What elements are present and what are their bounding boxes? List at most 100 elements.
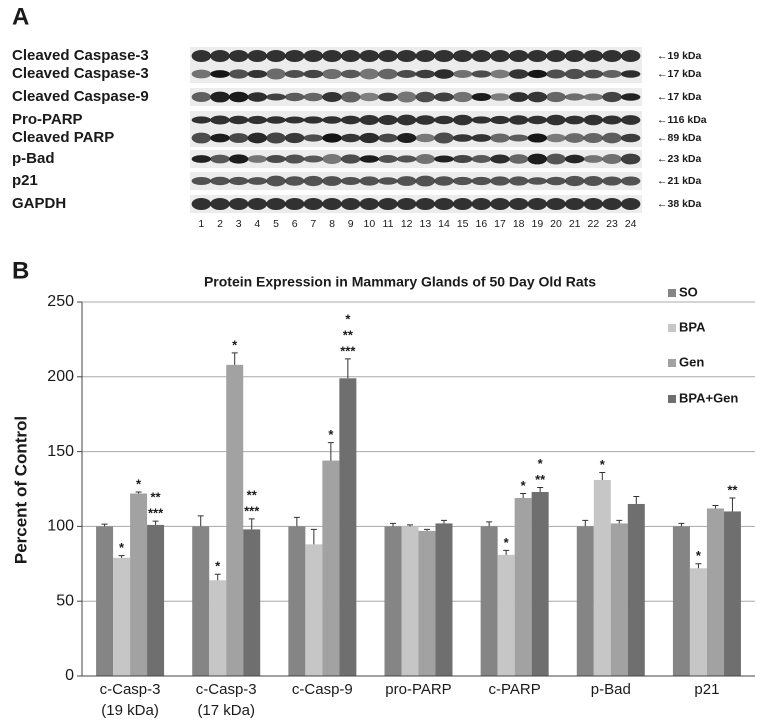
blot-band — [434, 198, 453, 210]
blot-band — [210, 116, 229, 125]
bar — [515, 498, 532, 676]
x-tick-label: (19 kDa) — [101, 702, 159, 719]
blot-band — [490, 50, 509, 62]
blot-band — [341, 116, 360, 125]
blot-band — [453, 92, 472, 102]
blot-band — [304, 155, 323, 162]
bar — [628, 504, 645, 676]
blot-band — [360, 115, 379, 125]
blot-band — [584, 198, 603, 210]
blot-band — [304, 198, 323, 210]
error-bar — [249, 519, 255, 529]
legend-swatch — [668, 359, 676, 367]
bar — [243, 529, 260, 676]
blot-band — [341, 154, 360, 163]
blot-band — [397, 115, 416, 126]
significance-label: * — [136, 476, 142, 491]
blot-band — [248, 177, 267, 185]
blot-band — [285, 50, 304, 62]
blot-band — [509, 176, 528, 185]
significance-label: ** — [151, 490, 162, 505]
significance-label: *** — [148, 506, 164, 521]
error-bar — [119, 556, 125, 558]
bar — [577, 526, 594, 676]
blot-band — [472, 177, 491, 185]
x-tick-label: p21 — [694, 681, 719, 698]
blot-band — [192, 133, 211, 144]
blot-band — [285, 116, 304, 123]
significance-label: *** — [244, 503, 260, 518]
blot-band — [210, 198, 229, 210]
error-bar — [311, 529, 317, 544]
blot-band — [229, 116, 248, 124]
blot-band — [453, 115, 472, 126]
blot-band — [322, 133, 341, 142]
blot-band — [210, 177, 229, 185]
blot-band — [490, 176, 509, 185]
blot-band — [341, 177, 360, 185]
blot-band — [621, 154, 640, 165]
lane-number: 19 — [531, 218, 543, 230]
blot-band — [546, 177, 565, 186]
error-bar — [729, 498, 735, 511]
blot-band — [416, 92, 435, 102]
blot-band — [397, 176, 416, 186]
protein-label: Cleaved Caspase-9 — [12, 88, 149, 105]
x-tick-label: c-Casp-3 — [100, 681, 161, 698]
lane-number: 15 — [457, 218, 469, 230]
lane-number: 23 — [606, 218, 618, 230]
panel-label: B — [12, 257, 29, 284]
blot-band — [490, 198, 509, 210]
blot-band — [472, 134, 491, 142]
protein-label: p-Bad — [12, 150, 55, 167]
blot-band — [565, 133, 584, 143]
lane-number: 16 — [475, 218, 487, 230]
blot-band — [266, 50, 285, 62]
lane-number: 20 — [550, 218, 562, 230]
blot-band — [285, 133, 304, 143]
lane-number: 6 — [292, 218, 298, 230]
blot-band — [341, 198, 360, 210]
blot-band — [490, 155, 509, 164]
blot-band — [210, 50, 229, 62]
significance-label: * — [328, 427, 334, 442]
blot-band — [416, 134, 435, 142]
bar — [113, 558, 130, 676]
blot-band — [341, 70, 360, 78]
bar — [724, 511, 741, 676]
blot-band — [285, 93, 304, 101]
error-bar — [136, 492, 142, 493]
blot-band — [192, 155, 211, 163]
blot-band — [528, 133, 547, 142]
blot-band — [266, 116, 285, 124]
blot-band — [229, 177, 248, 185]
blot-band — [416, 70, 435, 79]
bar — [481, 526, 498, 676]
error-bar — [695, 564, 701, 568]
size-label: ←17 kDa — [657, 91, 702, 103]
bar — [288, 526, 305, 676]
blot-band — [509, 154, 528, 164]
blot-band — [546, 50, 565, 62]
blot-band — [490, 70, 509, 79]
lane-number: 3 — [236, 218, 242, 230]
blot-band — [546, 70, 565, 79]
blot-band — [322, 69, 341, 79]
blot-band — [360, 176, 379, 185]
blot-band — [565, 50, 584, 62]
significance-label: * — [538, 456, 544, 471]
figure: A Cleaved Caspase-3←19 kDaCleaved Caspas… — [0, 0, 757, 722]
error-bar — [345, 359, 351, 378]
size-label: ←19 kDa — [657, 50, 702, 62]
error-bar — [294, 517, 300, 526]
blot-band — [248, 116, 267, 124]
error-bar — [198, 516, 204, 526]
blot-band — [602, 154, 621, 164]
blot-band — [565, 198, 584, 210]
blot-band — [192, 198, 211, 210]
lane-number: 21 — [569, 218, 581, 230]
blot-band — [360, 69, 379, 80]
significance-label: * — [696, 548, 702, 563]
blot-band — [248, 92, 267, 102]
blot-band — [378, 177, 397, 185]
